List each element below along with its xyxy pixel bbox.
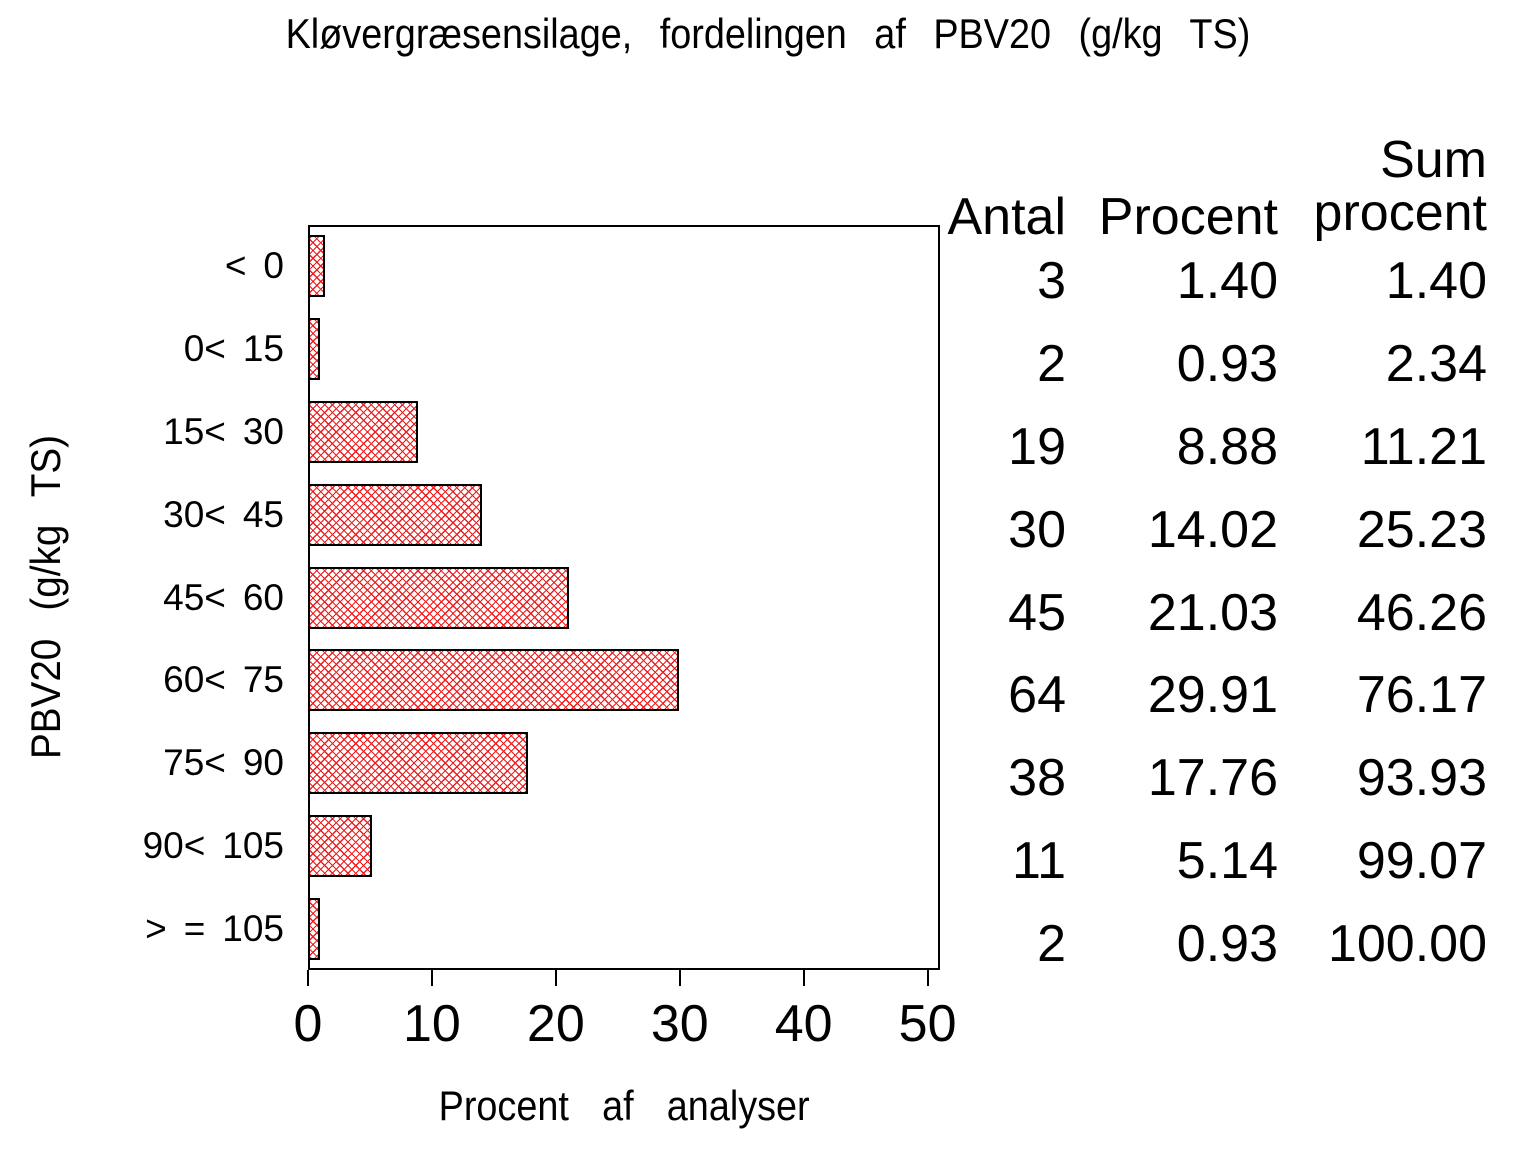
table-cell-antal: 64 (1008, 666, 1066, 725)
x-tick-label: 20 (526, 995, 585, 1053)
x-tick-label: 0 (293, 995, 323, 1053)
category-label: 15< 30 (163, 410, 284, 452)
category-label: 30< 45 (163, 493, 284, 535)
table-cell-procent: 0.93 (1176, 335, 1278, 394)
table-cell-antal: 38 (1008, 749, 1066, 808)
category-label: 75< 90 (163, 742, 284, 784)
table-cell-sum-procent: 46.26 (1356, 583, 1487, 642)
x-tick-label: 40 (774, 995, 833, 1053)
table-cell-antal: 30 (1008, 500, 1066, 559)
x-tick (926, 970, 929, 986)
x-tick-label: 10 (402, 995, 461, 1053)
category-label: 0< 15 (183, 328, 284, 370)
x-axis-label-text: Procent af analyser (438, 1082, 810, 1129)
table-cell-sum-procent: 2.34 (1385, 335, 1487, 394)
bar (308, 649, 679, 712)
category-label: 45< 60 (163, 576, 284, 618)
category-label: 60< 75 (163, 659, 284, 701)
x-tick (802, 970, 805, 986)
bar (308, 318, 320, 381)
table-cell-procent: 21.03 (1147, 583, 1278, 642)
table-cell-antal: 11 (1012, 831, 1066, 890)
bar (308, 400, 419, 463)
table-header-antal: Antal (947, 188, 1066, 246)
table-cell-antal: 19 (1008, 417, 1066, 476)
table-cell-antal: 45 (1008, 583, 1066, 642)
table-cell-procent: 14.02 (1147, 500, 1278, 559)
table-cell-procent: 5.14 (1176, 831, 1278, 890)
table-cell-antal: 2 (1037, 335, 1066, 394)
bar (308, 732, 529, 795)
table-cell-procent: 8.88 (1176, 417, 1278, 476)
bar (308, 483, 482, 546)
x-axis-label: Procent af analyser (308, 1080, 940, 1132)
table-cell-procent: 1.40 (1176, 252, 1278, 311)
table-cell-sum-procent: 25.23 (1356, 500, 1487, 559)
table-cell-sum-procent: 1.40 (1385, 252, 1487, 311)
category-label: > = 105 (145, 907, 284, 949)
category-label: < 0 (224, 245, 284, 287)
category-label: 90< 105 (142, 824, 284, 866)
table-cell-antal: 3 (1037, 252, 1066, 311)
table-cell-procent: 17.76 (1147, 749, 1278, 808)
table-header-sum-line2: procent (1313, 184, 1487, 242)
bar (308, 235, 326, 298)
table-header-procent: Procent (1098, 188, 1278, 246)
table-cell-sum-procent: 11.21 (1360, 417, 1487, 476)
table-cell-sum-procent: 93.93 (1356, 749, 1487, 808)
table-header-sum-procent: Sum procent (1314, 134, 1487, 240)
x-tick (554, 970, 557, 986)
bar (308, 566, 569, 629)
table-cell-procent: 29.91 (1147, 666, 1278, 725)
table-header-sum-line1: Sum (1380, 131, 1487, 189)
table-cell-sum-procent: 100.00 (1327, 914, 1487, 973)
bar (308, 897, 320, 960)
x-tick (430, 970, 433, 986)
x-tick (678, 970, 681, 986)
table-cell-sum-procent: 99.07 (1356, 831, 1487, 890)
table-cell-antal: 2 (1037, 914, 1066, 973)
chart-title: Kløvergræsensilage, fordelingen af PBV20… (0, 8, 1536, 60)
bar (308, 814, 372, 877)
x-tick (307, 970, 309, 986)
table-cell-sum-procent: 76.17 (1356, 666, 1487, 725)
x-tick-label: 30 (650, 995, 709, 1053)
x-tick-label: 50 (898, 995, 957, 1053)
table-cell-procent: 0.93 (1176, 914, 1278, 973)
chart-title-text: Kløvergræsensilage, fordelingen af PBV20… (285, 10, 1251, 57)
